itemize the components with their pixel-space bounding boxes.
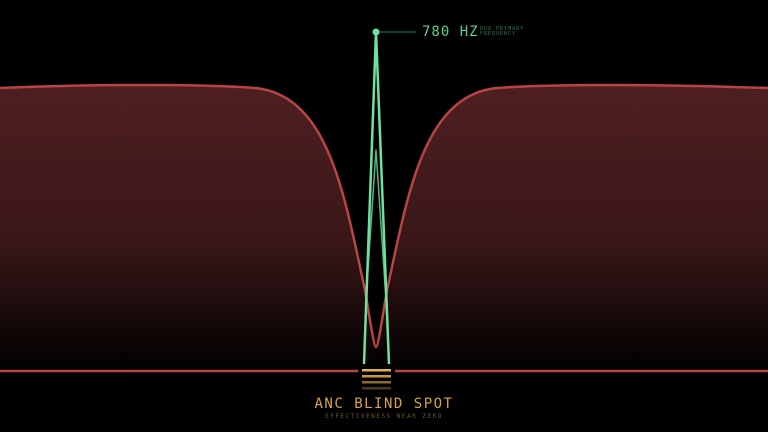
attenuation-curve	[0, 83, 768, 349]
blind-spot-marker-icon	[362, 369, 391, 390]
caption-title: ANC BLIND SPOT	[314, 396, 454, 412]
frequency-value: 780 HZ	[422, 24, 479, 40]
spike-peak-marker	[372, 28, 380, 36]
caption-subtitle: EFFECTIVENESS NEAR ZERO	[325, 413, 443, 420]
frequency-label: DUO PRIMARY FREQUENCY	[480, 26, 525, 37]
attenuation-area	[0, 85, 768, 371]
